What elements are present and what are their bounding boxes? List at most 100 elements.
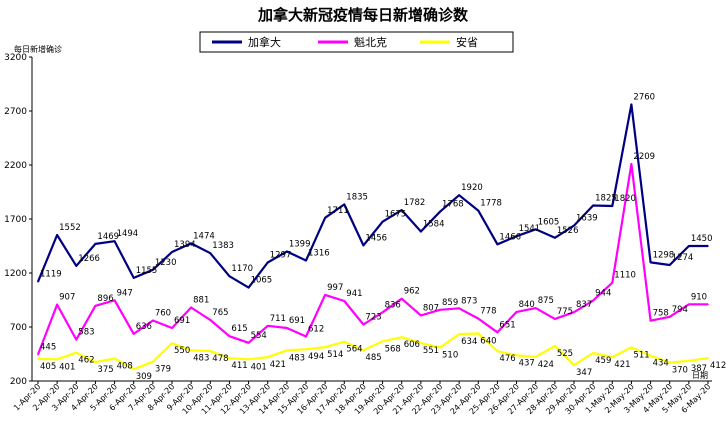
data-point (400, 336, 403, 338)
data-label: 691 (174, 316, 190, 326)
data-label: 412 (710, 361, 726, 371)
data-point (707, 303, 709, 306)
data-point (266, 261, 269, 264)
data-point (554, 318, 556, 320)
data-point (458, 307, 460, 310)
data-point (152, 360, 154, 363)
data-point (649, 319, 652, 322)
data-label: 794 (672, 305, 688, 315)
data-point (381, 220, 384, 223)
data-point (132, 368, 135, 371)
data-point (439, 346, 441, 349)
data-point (554, 345, 556, 347)
y-axis-label: 每日新增确诊 (14, 44, 62, 54)
data-point (266, 356, 269, 358)
data-label: 1639 (576, 214, 598, 224)
data-label: 401 (251, 362, 267, 372)
data-point (247, 341, 250, 344)
data-point (228, 357, 231, 360)
data-label: 1605 (538, 217, 560, 227)
data-label: 564 (346, 345, 362, 355)
data-label: 408 (117, 362, 133, 372)
data-point (592, 299, 594, 302)
data-point (305, 348, 307, 351)
data-label: 1920 (461, 183, 483, 193)
data-label: 1526 (557, 226, 579, 236)
data-point (630, 103, 633, 106)
y-tick-label: 700 (10, 323, 27, 333)
data-label: 511 (633, 350, 649, 360)
data-point (534, 228, 537, 231)
legend-label-2: 魁北克 (354, 35, 387, 49)
data-label: 1541 (519, 224, 541, 234)
data-point (611, 281, 614, 284)
data-point (573, 311, 575, 314)
data-point (37, 280, 39, 283)
data-point (209, 319, 212, 321)
data-point (94, 243, 97, 245)
data-label: 1474 (193, 231, 215, 241)
data-label: 606 (404, 340, 420, 350)
data-label: 947 (117, 288, 133, 298)
data-label: 1711 (327, 206, 349, 216)
data-label: 997 (327, 283, 343, 293)
data-point (266, 325, 269, 327)
data-point (688, 360, 690, 362)
data-label: 760 (155, 309, 171, 319)
data-label: 514 (327, 350, 343, 360)
data-point (190, 349, 192, 352)
data-point (630, 163, 633, 165)
data-point (56, 303, 58, 306)
data-label: 612 (308, 325, 324, 335)
data-point (228, 275, 231, 278)
data-label: 1778 (480, 199, 502, 209)
data-point (209, 350, 212, 352)
data-label: 437 (519, 358, 535, 368)
data-label: 875 (538, 296, 554, 306)
data-label: 494 (308, 352, 324, 362)
series-line-3 (37, 332, 709, 371)
data-point (152, 319, 154, 322)
data-label: 1266 (78, 254, 100, 264)
data-label: 1820 (614, 194, 636, 204)
data-point (400, 209, 403, 211)
data-label: 1782 (404, 198, 426, 208)
data-point (37, 353, 39, 356)
data-label: 485 (365, 353, 381, 363)
data-point (649, 261, 652, 264)
data-point (132, 333, 135, 335)
data-label: 896 (97, 294, 113, 304)
data-point (94, 305, 97, 307)
data-label: 375 (97, 365, 113, 375)
data-label: 411 (231, 361, 247, 371)
x-axis-label: 日期 (692, 371, 708, 380)
data-point (668, 316, 671, 318)
data-label: 421 (270, 360, 286, 370)
data-point (688, 303, 690, 306)
data-label: 1675 (385, 210, 407, 220)
data-label: 483 (193, 353, 209, 363)
data-point (75, 265, 78, 267)
data-label: 550 (174, 346, 190, 356)
data-point (305, 259, 307, 262)
data-point (305, 335, 307, 338)
data-label: 476 (499, 354, 515, 364)
data-label: 510 (442, 351, 458, 361)
data-point (420, 342, 422, 344)
data-label: 634 (461, 337, 477, 347)
data-label: 379 (155, 365, 171, 375)
data-label: 1469 (97, 232, 119, 242)
data-label: 2760 (633, 93, 655, 103)
data-point (439, 309, 441, 311)
y-tick-label: 3200 (4, 53, 27, 63)
data-point (458, 333, 460, 335)
data-point (649, 354, 652, 357)
y-tick-label: 1200 (4, 269, 27, 279)
data-point (573, 224, 575, 227)
data-point (75, 338, 78, 341)
data-point (56, 358, 58, 361)
data-point (611, 356, 614, 358)
data-label: 873 (461, 296, 477, 306)
data-point (324, 217, 326, 219)
data-label: 837 (576, 300, 592, 310)
